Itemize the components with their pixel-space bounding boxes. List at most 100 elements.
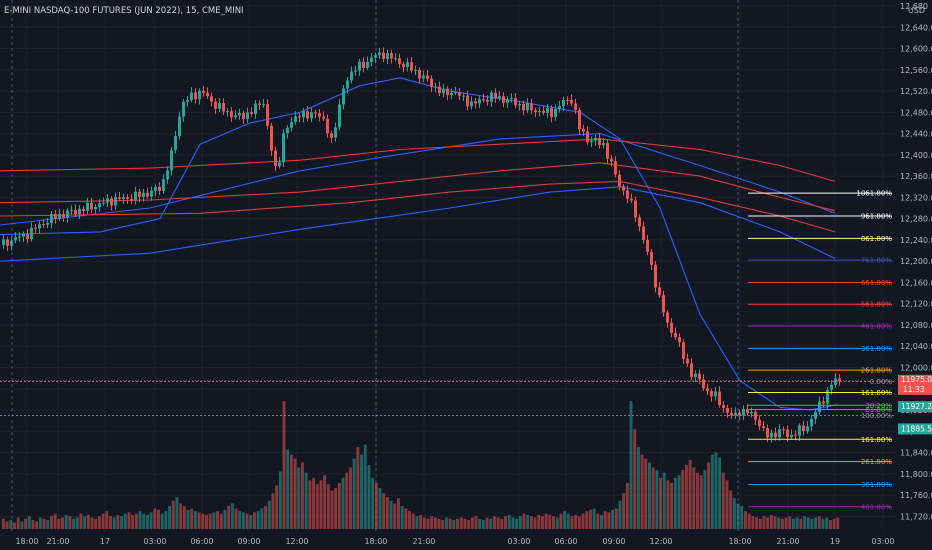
candle-body (410, 62, 413, 71)
candle-body (198, 90, 201, 100)
price-tick: 12,120.00 (900, 300, 932, 309)
volume-bar (334, 488, 338, 529)
volume-bar (105, 511, 109, 529)
candle-body (382, 52, 385, 60)
price-tick: 12,520.00 (900, 87, 932, 96)
volume-bar (397, 498, 400, 529)
candle-body (86, 202, 89, 211)
volume-bar (289, 454, 293, 529)
time-axis[interactable] (0, 531, 896, 550)
candle-body (158, 186, 161, 191)
volume-bar (223, 509, 227, 529)
fib-label: 861.80% (861, 235, 892, 243)
volume-bar (138, 511, 142, 529)
volume-bar (205, 514, 208, 529)
time-tick: 21:00 (46, 537, 69, 546)
candle-body (194, 92, 197, 100)
fib-label: 461.80% (861, 503, 892, 511)
volume-bar (566, 513, 570, 529)
price-axis[interactable] (896, 0, 932, 550)
volume-bar (13, 522, 16, 529)
candle-body (190, 92, 193, 101)
volume-bar (607, 512, 611, 529)
volume-bar (297, 467, 301, 529)
volume-bar (714, 452, 718, 529)
volume-bar (810, 518, 814, 529)
volume-bar (688, 459, 692, 529)
candle-body (214, 101, 217, 109)
volume-bar (655, 470, 659, 529)
volume-bar (175, 497, 179, 529)
candle-body (502, 96, 505, 103)
fib-label: 100.00% (861, 412, 892, 420)
volume-bar (2, 518, 5, 529)
candle-body (730, 412, 733, 416)
chart-title: E-MINI NASDAQ-100 FUTURES (JUN 2022), 15… (4, 6, 244, 16)
fib-label: 161.80% (861, 389, 892, 397)
volume-bar (149, 512, 153, 529)
volume-bar (164, 511, 168, 529)
candle-body (18, 236, 21, 238)
volume-bar (648, 462, 651, 529)
volume-bar (666, 480, 670, 529)
volume-bar (378, 488, 382, 529)
candle-body (778, 429, 781, 438)
volume-bar (762, 516, 766, 529)
volume-bar (86, 514, 90, 529)
volume-bar (755, 517, 758, 529)
volume-bar (256, 511, 260, 529)
volume-bar (234, 508, 238, 529)
volume-bar (563, 511, 567, 529)
candle-body (718, 391, 721, 406)
candle-body (242, 113, 245, 119)
volume-bar (817, 516, 821, 529)
candle-body (794, 434, 797, 436)
candle-body (298, 116, 301, 118)
candle-body (414, 69, 417, 71)
candle-body (330, 133, 333, 138)
candle-body (74, 209, 77, 215)
volume-bar (385, 497, 389, 529)
candle-body (618, 174, 621, 187)
candle-body (150, 190, 153, 197)
candle-body (290, 121, 293, 128)
volume-bar (319, 480, 323, 529)
volume-bar (9, 520, 13, 529)
volume-bar (360, 454, 363, 529)
candle-body (770, 432, 773, 438)
candle-body (390, 53, 393, 59)
volume-bar (644, 458, 648, 529)
candle-body (46, 223, 49, 225)
fib-label: 761.80% (861, 257, 892, 265)
volume-bar (182, 505, 186, 529)
volume-bar (131, 514, 135, 529)
volume-bar (758, 518, 762, 529)
volume-bar (670, 482, 674, 529)
candle-body (574, 103, 577, 110)
volume-bar (101, 513, 105, 529)
candle-body (698, 373, 701, 380)
candle-body (534, 110, 537, 113)
volume-bar (253, 512, 256, 529)
volume-bar (603, 511, 607, 529)
volume-bar (441, 520, 445, 529)
candle-body (50, 213, 53, 224)
candle-body (602, 143, 605, 146)
volume-bar (153, 508, 157, 529)
volume-bar (636, 447, 640, 529)
volume-bar (481, 520, 485, 529)
candle-body (258, 103, 261, 105)
volume-bar (725, 480, 729, 529)
volume-bar (544, 513, 548, 529)
moving-average-line (0, 133, 836, 226)
moving-average-line (0, 180, 836, 233)
candle-body (438, 86, 441, 94)
volume-bar (227, 505, 231, 529)
candle-body (26, 233, 29, 240)
candle-body (102, 202, 105, 204)
candle-body (122, 197, 125, 199)
moving-average-line (0, 138, 836, 182)
candle-body (70, 209, 73, 211)
